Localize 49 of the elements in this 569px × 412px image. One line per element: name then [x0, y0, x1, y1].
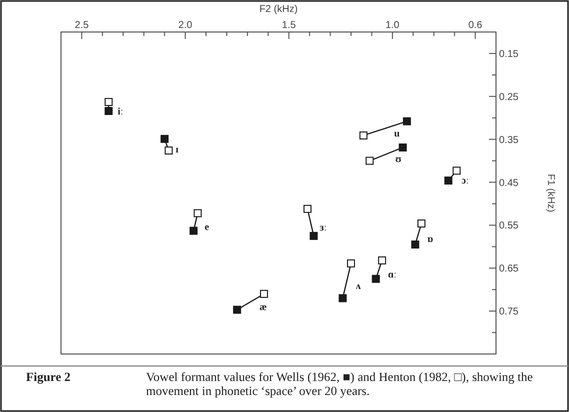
point	[411, 240, 420, 249]
point	[310, 232, 318, 240]
point	[104, 106, 113, 115]
point	[417, 219, 426, 228]
x-tick-label: 2.0	[178, 20, 193, 31]
series-label: ʌ	[356, 280, 361, 292]
y-tick-label: 0.15	[499, 48, 519, 60]
point	[347, 259, 355, 268]
x-tick-label: 1.5	[282, 20, 296, 31]
series-label: æ	[260, 302, 267, 313]
point	[260, 290, 268, 298]
x-axis-title: F2 (kHz)	[259, 4, 298, 15]
series-label: u	[394, 128, 400, 140]
point	[104, 98, 113, 106]
point	[233, 306, 242, 314]
series-label: ɪ	[176, 144, 179, 156]
series-label: ɔː	[462, 176, 469, 187]
x-tick-label: 0.6	[468, 20, 483, 31]
point	[160, 134, 169, 143]
point	[378, 256, 386, 264]
point	[372, 274, 380, 283]
point	[338, 294, 347, 302]
series-label: ʊ	[395, 154, 402, 166]
point	[444, 176, 452, 185]
point	[304, 204, 312, 213]
point	[164, 146, 173, 154]
point	[402, 117, 411, 126]
y-tick-label: 0.55	[499, 220, 519, 232]
point	[452, 166, 461, 175]
series-label: e	[204, 222, 210, 233]
y-tick-label: 0.75	[499, 306, 519, 318]
point	[190, 226, 198, 235]
point	[359, 131, 368, 140]
caption: Figure 2	[26, 370, 72, 384]
series-label: ɒ	[427, 234, 434, 245]
y-tick-label: 0.35	[499, 134, 519, 146]
series-label: ɜː	[320, 222, 327, 234]
y-axis-title: F1 (kHz)	[545, 174, 556, 212]
text: Vowel formant values for Wells (1962, ■) and Henton (1982, □), showing the movement in phonetic ‘space’ over 20 years.	[146, 370, 534, 398]
point	[366, 156, 374, 165]
y-tick-label: 0.25	[499, 92, 519, 103]
y-tick-label: 0.45	[499, 178, 519, 189]
series-label: ɑː	[388, 270, 396, 281]
x-tick-label: 1.0	[385, 20, 400, 31]
x-tick-label: 2.5	[74, 20, 90, 31]
point	[398, 143, 407, 152]
point	[194, 209, 202, 218]
series-label: iː	[118, 106, 124, 118]
y-tick-label: 0.65	[499, 264, 519, 275]
